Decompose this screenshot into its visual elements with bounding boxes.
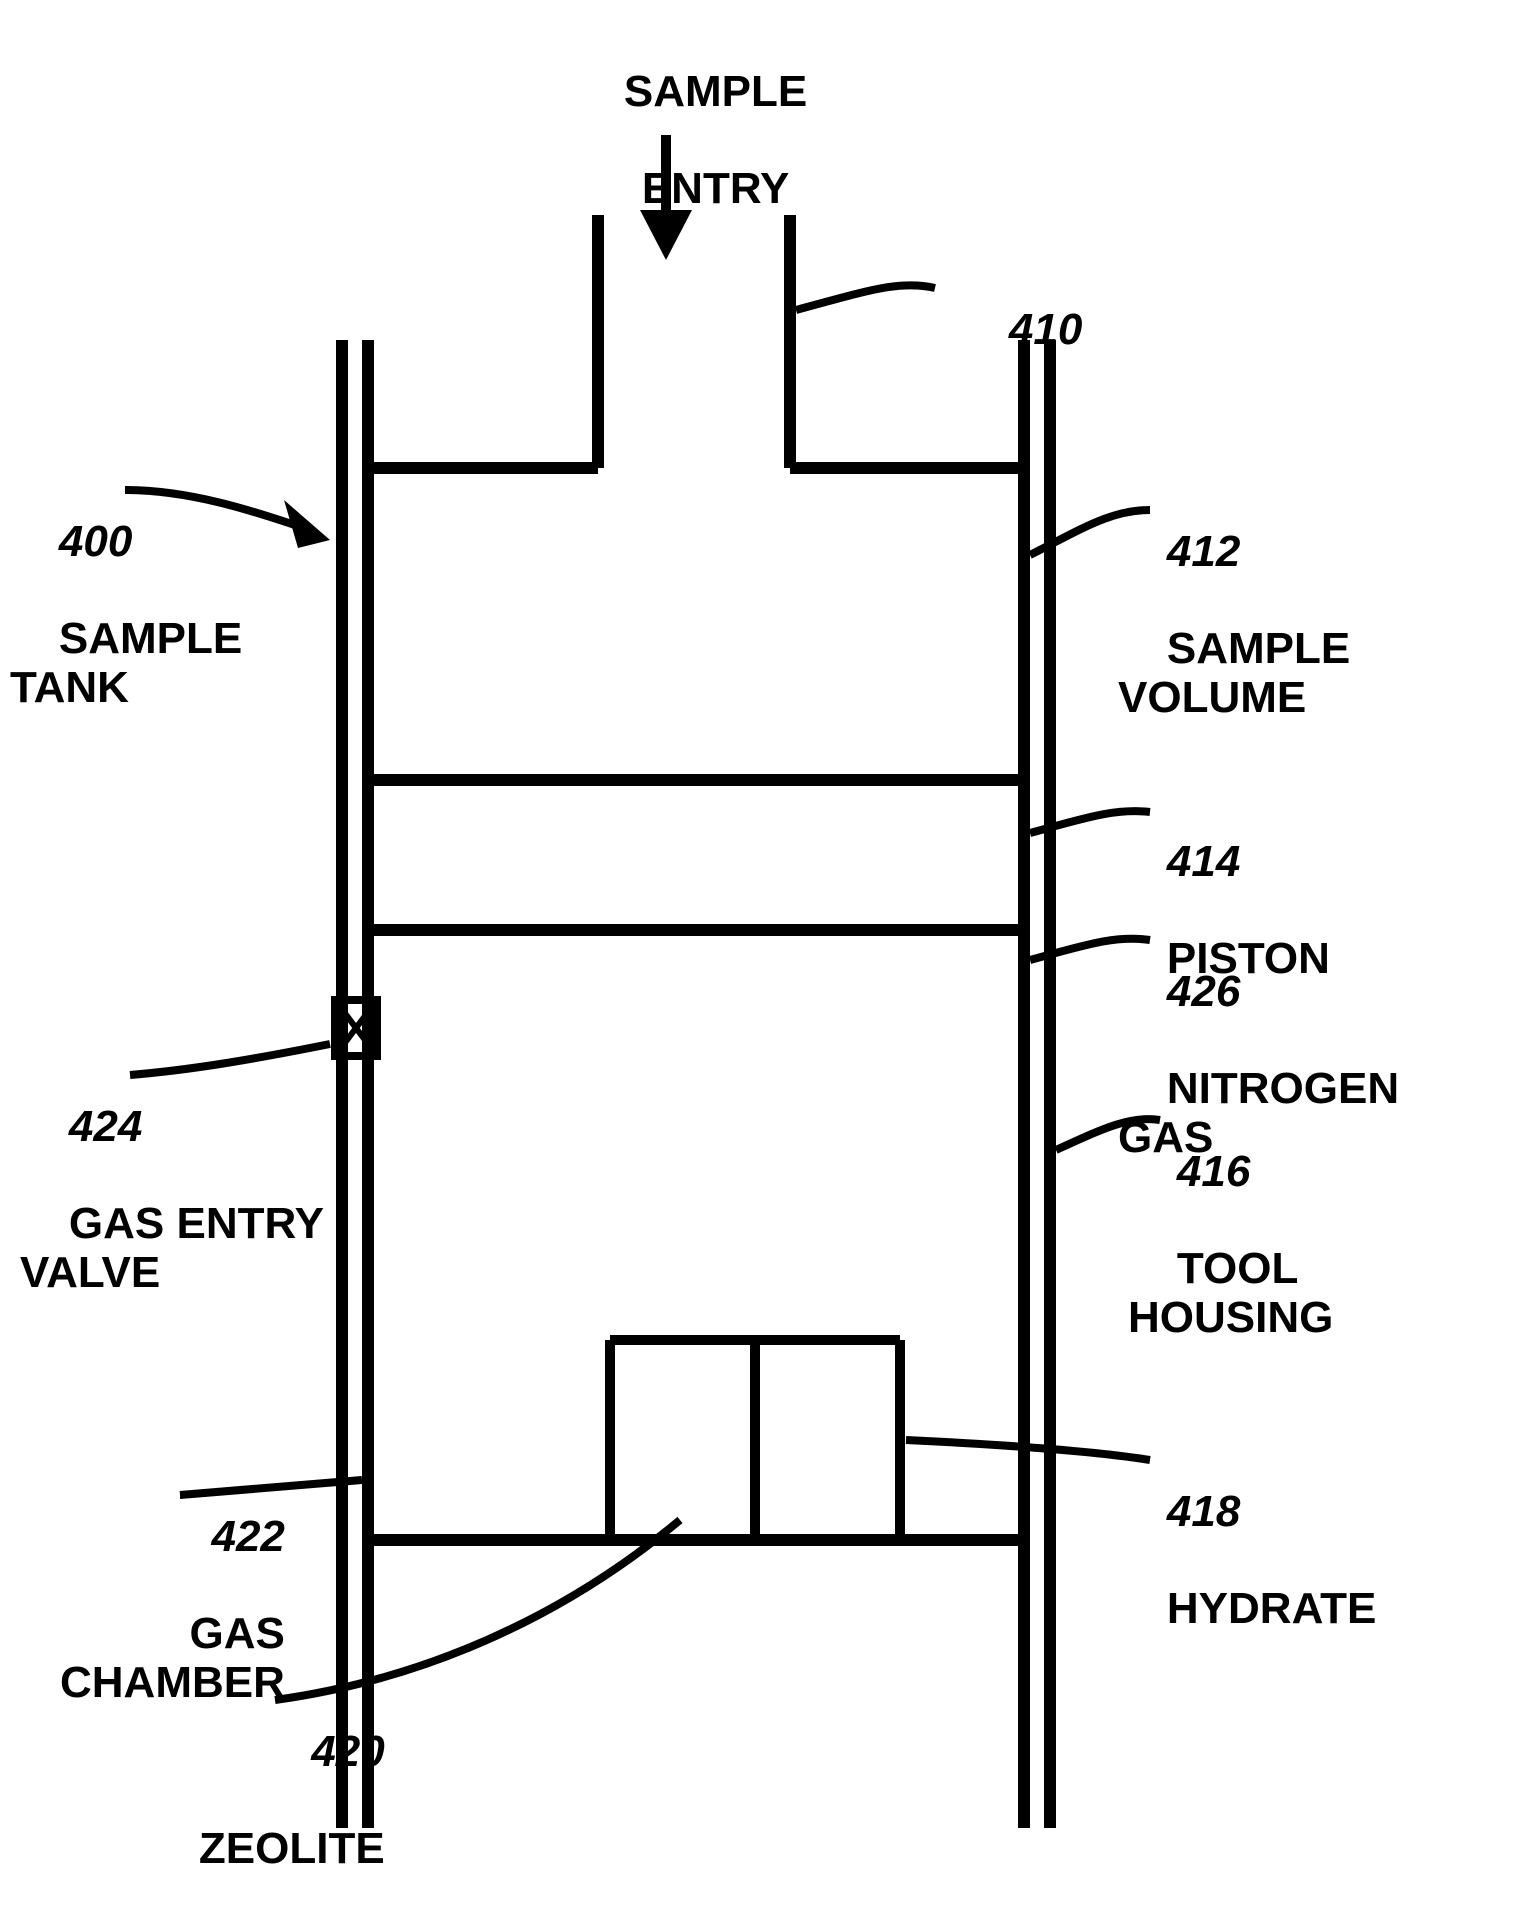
label-418: 418 HYDRATE — [1118, 1440, 1376, 1682]
label-412: 412 SAMPLE VOLUME — [1118, 480, 1350, 770]
label-400: 400 SAMPLE TANK — [10, 470, 242, 760]
label-410: 410 — [960, 258, 1082, 403]
label-420: 420 ZEOLITE — [150, 1680, 385, 1922]
label-416: 416 TOOL HOUSING — [1128, 1100, 1333, 1390]
label-424: 424 GAS ENTRY VALVE — [20, 1055, 324, 1345]
diagram-canvas: SAMPLE ENTRY — [0, 0, 1521, 1862]
